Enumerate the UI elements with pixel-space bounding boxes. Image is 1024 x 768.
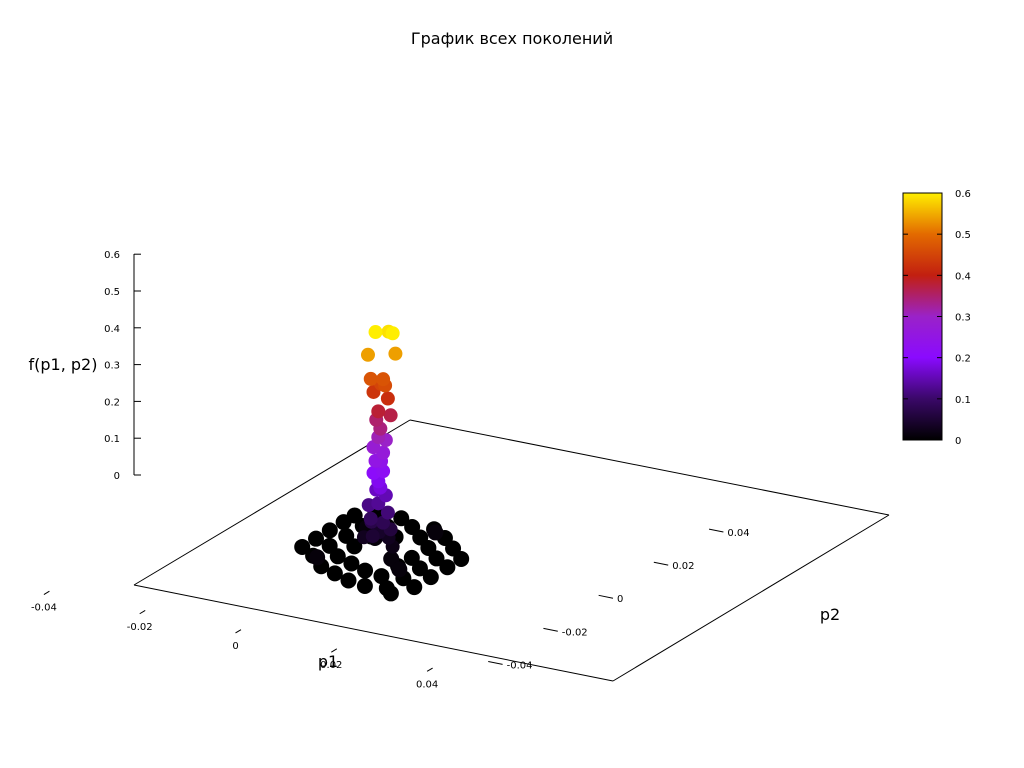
p2-axis-line	[612, 514, 890, 682]
p2-tick-mark	[543, 627, 558, 632]
data-point	[391, 561, 408, 578]
z-ticks: 0 0.1 0.2 0.3 0.4 0.5 0.6	[104, 250, 141, 482]
colorbar-gradient	[902, 192, 943, 441]
colorbar-tick-label: 0.2	[955, 354, 971, 365]
data-point	[427, 524, 444, 541]
p2-tick-label: -0.04	[507, 660, 533, 671]
colorbar-ticks: 0 0.1 0.2 0.3 0.4 0.5 0.6	[903, 189, 971, 447]
data-point	[365, 529, 380, 544]
p2-tick-mark	[708, 528, 724, 533]
base-edge-back-right	[409, 419, 890, 516]
data-point	[373, 568, 390, 585]
p1-tick-label: 0	[232, 641, 238, 652]
p1-tick-mark	[331, 648, 338, 653]
data-point	[309, 549, 326, 566]
colorbar: 0 0.1 0.2 0.3 0.4 0.5 0.6	[902, 189, 971, 447]
base-edge-back-left	[133, 419, 411, 586]
data-point	[294, 538, 311, 555]
z-tick-label: 0.1	[104, 434, 120, 445]
data-point	[346, 538, 363, 555]
z-tick-label: 0.3	[104, 361, 120, 372]
data-point	[453, 550, 470, 567]
z-axis-label: f(p1, p2)	[29, 355, 98, 374]
p1-tick-mark	[139, 610, 146, 615]
data-point	[393, 510, 410, 527]
colorbar-tick-label: 0.4	[955, 271, 971, 282]
data-point	[326, 565, 343, 582]
colorbar-tick-label: 0.3	[955, 313, 971, 324]
p2-tick-mark	[653, 561, 669, 566]
data-point	[428, 550, 445, 567]
p2-axis-label: p2	[820, 605, 840, 624]
data-point	[329, 548, 346, 565]
p1-axis-label: p1	[318, 652, 338, 671]
data-point	[340, 572, 357, 589]
z-tick-label: 0	[114, 471, 120, 482]
data-points	[294, 324, 470, 602]
p1-tick-mark	[235, 629, 242, 634]
data-point	[363, 371, 378, 386]
p1-axis-line	[133, 584, 614, 682]
data-point	[343, 555, 360, 572]
data-point	[308, 530, 325, 547]
chart-title: График всех поколений	[411, 29, 613, 48]
z-tick-label: 0.4	[104, 324, 120, 335]
data-point	[382, 585, 399, 602]
data-point	[335, 514, 352, 531]
p1-tick-mark	[426, 667, 433, 672]
p1-tick-label: -0.02	[127, 622, 153, 633]
data-point	[422, 569, 439, 586]
p2-tick-mark	[488, 661, 503, 665]
colorbar-tick-label: 0	[955, 436, 961, 447]
data-point	[321, 522, 338, 539]
z-tick-label: 0.2	[104, 397, 120, 408]
data-point	[385, 326, 400, 341]
colorbar-tick-label: 0.1	[955, 395, 971, 406]
colorbar-tick-label: 0.5	[955, 230, 971, 241]
data-point	[363, 511, 378, 526]
data-point	[439, 559, 456, 576]
z-tick-label: 0.5	[104, 287, 120, 298]
p1-tick-mark	[43, 590, 50, 595]
data-point	[380, 391, 395, 406]
data-point	[406, 579, 423, 596]
p1-tick-label: 0.04	[416, 679, 438, 690]
data-point	[368, 325, 383, 340]
data-point	[376, 372, 391, 387]
data-point	[411, 560, 428, 577]
p1-tick-label: 0.02	[320, 660, 342, 671]
p2-tick-label: -0.02	[562, 627, 588, 638]
p1-ticks: -0.04 -0.02 0 0.02 0.04	[31, 590, 438, 690]
data-point	[380, 505, 395, 520]
data-point	[357, 562, 374, 579]
data-point	[371, 404, 386, 419]
p2-tick-mark	[598, 594, 614, 599]
p2-tick-label: 0	[617, 594, 623, 605]
axes-frame	[133, 254, 890, 682]
p2-tick-label: 0.02	[672, 561, 694, 572]
colorbar-tick-label: 0.6	[955, 189, 971, 200]
z-tick-label: 0.6	[104, 250, 120, 261]
p1-tick-label: -0.04	[31, 603, 57, 614]
data-point	[360, 347, 375, 362]
p2-ticks: -0.04 -0.02 0 0.02 0.04	[488, 528, 750, 671]
data-point	[383, 408, 398, 423]
data-point	[388, 346, 403, 361]
data-point	[356, 578, 373, 595]
p2-tick-label: 0.04	[727, 528, 749, 539]
